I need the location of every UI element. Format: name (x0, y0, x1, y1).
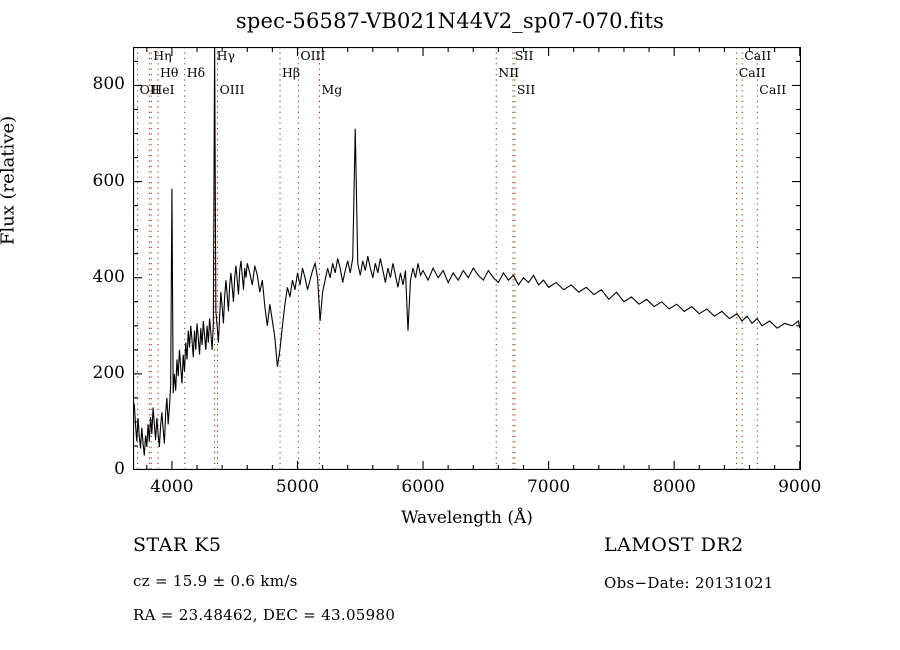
spectrum-trace (133, 47, 801, 456)
axis-tick-group (133, 47, 801, 470)
line-label-sii: SII (514, 48, 534, 63)
line-label-hδ: Hδ (186, 65, 206, 80)
spectrum-svg (133, 47, 801, 470)
x-tick-label-7000: 7000 (526, 477, 571, 497)
x-axis-label: Wavelength (Å) (401, 508, 533, 528)
chart-area (133, 47, 801, 470)
line-label-caii: CaII (744, 48, 772, 63)
line-label-hβ: Hβ (282, 65, 301, 80)
y-axis-label: Flux (relative) (0, 115, 19, 246)
line-label-hγ: Hγ (216, 48, 235, 63)
obs-date-text: Obs−Date: 20131021 (604, 574, 774, 592)
object-class-text: STAR K5 (133, 534, 222, 556)
plot-frame (133, 47, 801, 470)
redshift-text: cz = 15.9 ± 0.6 km/s (133, 572, 298, 590)
line-label-hθ: Hθ (159, 65, 179, 80)
line-label-caii: CaII (738, 65, 766, 80)
x-tick-label-4000: 4000 (150, 477, 194, 497)
y-tick-label-0: 0 (114, 459, 125, 479)
y-tick-label-200: 200 (92, 362, 125, 383)
line-label-oiii: OIII (219, 82, 245, 97)
survey-text: LAMOST DR2 (604, 534, 744, 556)
x-tick-label-5000: 5000 (275, 477, 320, 497)
line-label-sii: SII (516, 82, 536, 97)
y-tick-labels: 0 200 400 600 800 (63, 47, 125, 479)
x-tick-label-6000: 6000 (401, 477, 445, 497)
line-label-mg: Mg (321, 82, 343, 97)
x-tick-label-9000: 9000 (778, 477, 822, 497)
y-tick-label-400: 400 (92, 266, 125, 287)
line-label-caii: CaII (759, 82, 787, 97)
coordinates-text: RA = 23.48462, DEC = 43.05980 (133, 606, 396, 624)
line-label-oiii: OIII (300, 48, 326, 63)
page-title: spec-56587-VB021N44V2_sp07-070.fits (235, 9, 665, 33)
line-label-oii: OII (139, 82, 160, 97)
line-label-nii: NII (498, 65, 520, 80)
y-tick-label-600: 600 (92, 170, 125, 191)
x-tick-label-8000: 8000 (652, 477, 696, 497)
y-tick-label-800: 800 (92, 74, 125, 95)
line-marker-group (137, 47, 758, 470)
line-label-hη: Hη (153, 48, 172, 63)
line-label-hei: HeI (151, 82, 175, 97)
